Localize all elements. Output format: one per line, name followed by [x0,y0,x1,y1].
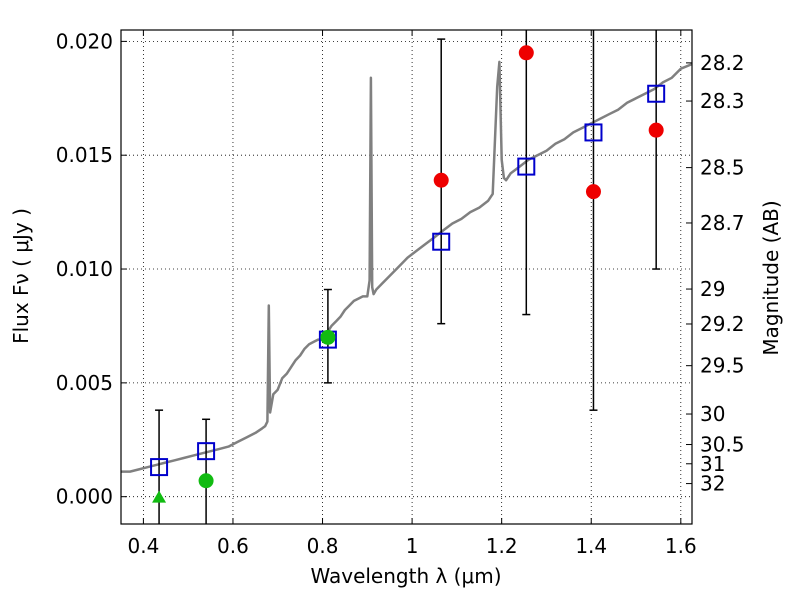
marker-layer [150,45,666,503]
model-spectrum-layer [121,60,693,473]
y-axis-label: Flux Fν ( μJy ) [9,208,33,344]
detection-point [198,473,214,489]
model-photometry-square [517,157,536,176]
right-tick-label: 28.3 [700,89,745,113]
detection-point [433,172,449,188]
upper-limit-triangle [152,490,167,503]
y-tick-label: 0.015 [56,143,113,167]
detection-point [518,45,534,61]
x-tick-label: 0.8 [307,534,339,558]
right-tick-label: 28.7 [700,211,745,235]
x-axis-label: Wavelength λ (μm) [310,564,501,588]
x-tick-label: 0.6 [217,534,249,558]
right-tick-label: 30 [700,402,725,426]
right-tick-label: 31 [700,452,725,476]
model-photometry-square [647,84,666,103]
x-tick-label: 1 [406,534,419,558]
y-tick-label: 0.005 [56,371,113,395]
error-bar-layer [155,30,661,524]
right-tick-label: 29.5 [700,354,745,378]
x-tick-label: 1.2 [486,534,518,558]
right-tick-label: 32 [700,472,725,496]
detection-point [648,122,664,138]
y-tick-label: 0.020 [56,29,113,53]
tick-layer: 0.4 0.6 0.8 1 1.2 1.4 1.6 0.000 0.005 0.010 0.015 0… [56,29,745,558]
right-tick-label: 29.2 [700,312,745,336]
x-tick-label: 0.4 [127,534,159,558]
model-photometry-square [584,123,603,142]
right-y-axis-label: Magnitude (AB) [759,200,783,355]
x-tick-label: 1.6 [665,534,697,558]
x-tick-label: 1.4 [575,534,607,558]
detection-point [320,329,336,345]
model-spectrum-line [121,60,693,473]
right-tick-label: 28.2 [700,51,745,75]
model-photometry-square [432,232,451,251]
plot-frame [120,29,693,525]
detection-point [585,184,601,200]
model-photometry-square [197,442,216,461]
model-photometry-square [150,458,169,477]
right-tick-label: 29 [700,277,725,301]
right-tick-label: 30.5 [700,433,745,457]
y-tick-label: 0.000 [56,485,113,509]
y-tick-label: 0.010 [56,257,113,281]
right-tick-label: 28.5 [700,156,745,180]
